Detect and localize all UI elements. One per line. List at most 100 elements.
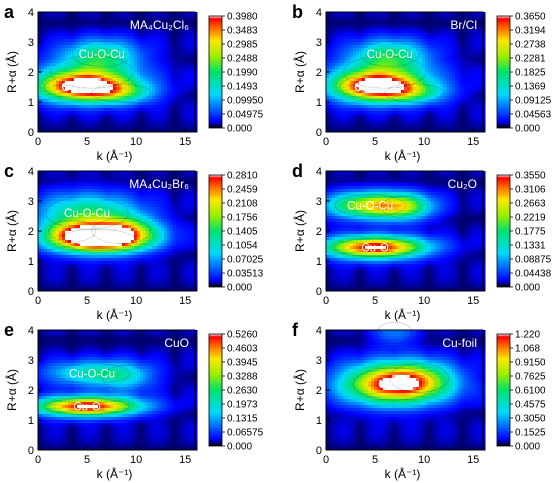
colorbar-tick-label: 0.5260 — [227, 330, 258, 341]
peak-annotation: Cu-O/Br — [76, 235, 118, 247]
colorbar-tick-label: 0.3945 — [227, 358, 258, 369]
heatmap-b — [326, 12, 486, 133]
x-tick-label: 0 — [323, 295, 329, 307]
peak-annotation: Cu-O-Cu — [64, 208, 110, 220]
colorbar-tick-label: 0.3194 — [515, 26, 546, 37]
colorbar-tick-label: 0.3106 — [515, 185, 546, 196]
y-tick-label: 2 — [28, 67, 34, 79]
colorbar-d: 0.3550 0.3106 0.2663 0.2219 0.1775 0.1331 0.08… — [496, 171, 552, 294]
colorbar-tick-label: 0.2488 — [227, 54, 258, 65]
x-tick-label: 10 — [130, 136, 142, 148]
colorbar-tick-label: 0.1990 — [227, 68, 258, 79]
sample-label: CuO — [164, 336, 189, 350]
colorbar-tick-label: 0.3550 — [515, 171, 546, 182]
y-tick-label: 3 — [28, 37, 34, 49]
colorbar-tick-label: 0.1315 — [227, 414, 258, 425]
colorbar-gradient — [208, 333, 223, 447]
colorbar-tick-label: 0.000 — [515, 283, 540, 294]
y-tick-label: 1 — [28, 415, 34, 427]
x-tick-label: 15 — [467, 454, 479, 466]
y-tick-label: 0 — [28, 445, 34, 457]
x-tick-label: 10 — [418, 136, 430, 148]
x-tick-label: 10 — [130, 295, 142, 307]
colorbar-tick-label: 0.2281 — [515, 54, 546, 65]
y-tick-label: 0 — [316, 127, 322, 139]
x-tick-label: 10 — [418, 295, 430, 307]
x-tick-label: 15 — [179, 136, 191, 148]
colorbar-tick-label: 0.04975 — [227, 110, 264, 121]
peak-contour-f-1 — [376, 321, 413, 345]
x-tick-label: 15 — [467, 295, 479, 307]
sample-label: Br/Cl — [450, 18, 477, 32]
y-tick-label: 3 — [316, 196, 322, 208]
x-tick-label: 5 — [372, 454, 378, 466]
colorbar-tick-label: 0.2985 — [227, 40, 258, 51]
x-tick-label: 0 — [35, 295, 41, 307]
x-tick-label: 5 — [372, 295, 378, 307]
y-tick-label: 0 — [28, 127, 34, 139]
y-tick-label: 1 — [316, 256, 322, 268]
y-tick-label: 1 — [316, 97, 322, 109]
colorbar-tick-label: 0.3650 — [515, 12, 546, 23]
y-tick-label: 0 — [316, 286, 322, 298]
colorbar-tick-label: 0.000 — [515, 442, 540, 453]
colorbar-tick-label: 0.03513 — [227, 269, 264, 280]
colorbar-tick-label: 0.000 — [227, 124, 252, 135]
peak-contour-a-2 — [50, 55, 134, 89]
peak-contour-b-0 — [339, 74, 411, 100]
heatmap-d — [326, 171, 486, 292]
colorbar-tick-label: 0.06575 — [227, 428, 264, 439]
x-tick-label: 10 — [418, 454, 430, 466]
x-tick-label: 15 — [467, 136, 479, 148]
colorbar-tick-label: 1.220 — [515, 330, 540, 341]
x-axis-label: k (Å⁻¹) — [385, 307, 421, 322]
peak-annotation: Cu-O-Cu — [367, 49, 413, 61]
y-tick-label: 2 — [28, 385, 34, 397]
y-tick-label: 3 — [28, 355, 34, 367]
colorbar-tick-label: 0.07025 — [227, 255, 264, 266]
colorbar-tick-label: 0.9150 — [515, 358, 546, 369]
colorbar-tick-label: 0.2738 — [515, 40, 546, 51]
heatmap-f — [326, 330, 486, 451]
y-tick-label: 4 — [316, 166, 322, 178]
peak-contour-c-2 — [91, 218, 152, 244]
x-axis-label: k (Å⁻¹) — [97, 148, 133, 163]
x-tick-label: 10 — [130, 454, 142, 466]
colorbar-tick-label: 0.1405 — [227, 227, 258, 238]
colorbar-tick-label: 0.09950 — [227, 96, 264, 107]
panel-letter: b — [292, 2, 303, 22]
panel-letter: d — [292, 161, 303, 181]
colorbar-gradient — [496, 333, 511, 447]
peak-contour-f-2 — [389, 363, 449, 393]
x-tick-label: 5 — [372, 136, 378, 148]
y-tick-label: 4 — [28, 166, 34, 178]
colorbar-gradient — [496, 15, 511, 129]
sample-label: Cu₂O — [448, 177, 477, 191]
colorbar-b: 0.3650 0.3194 0.2738 0.2281 0.1825 0.1369 0.09… — [496, 12, 552, 135]
colorbar-tick-label: 0.4575 — [515, 400, 546, 411]
peak-contour-f-0 — [353, 367, 437, 401]
sample-label: MA₄Cu₂Cl₆ — [130, 18, 189, 32]
peak-contour-e-2 — [102, 365, 151, 391]
x-tick-label: 5 — [84, 136, 90, 148]
colorbar-tick-label: 0.3288 — [227, 372, 258, 383]
panel-c: 0 5 10 15 0 1 2 3 4 k (Å⁻¹) R+α (Å) c MA₄Cu₂Br₆ Cu-O/… — [4, 161, 264, 322]
peak-contour-c-3 — [48, 219, 97, 243]
heatmap-e — [38, 330, 198, 451]
y-tick-label: 0 — [316, 445, 322, 457]
colorbar-tick-label: 0.1825 — [515, 68, 546, 79]
colorbar-tick-label: 0.000 — [515, 124, 540, 135]
panel-letter: f — [292, 320, 299, 340]
colorbar-tick-label: 0.2810 — [227, 171, 258, 182]
colorbar-tick-label: 0.1054 — [227, 241, 258, 252]
colorbar-tick-label: 0.2630 — [227, 386, 258, 397]
colorbar-tick-label: 0.08875 — [515, 255, 552, 266]
y-axis-label: R+α (Å) — [292, 210, 307, 252]
y-tick-label: 0 — [28, 286, 34, 298]
y-axis-label: R+α (Å) — [4, 51, 19, 93]
colorbar-tick-label: 0.3980 — [227, 12, 258, 23]
peak-annotation: Cu-O — [73, 402, 101, 414]
x-tick-label: 5 — [84, 295, 90, 307]
x-axis-label: k (Å⁻¹) — [385, 148, 421, 163]
